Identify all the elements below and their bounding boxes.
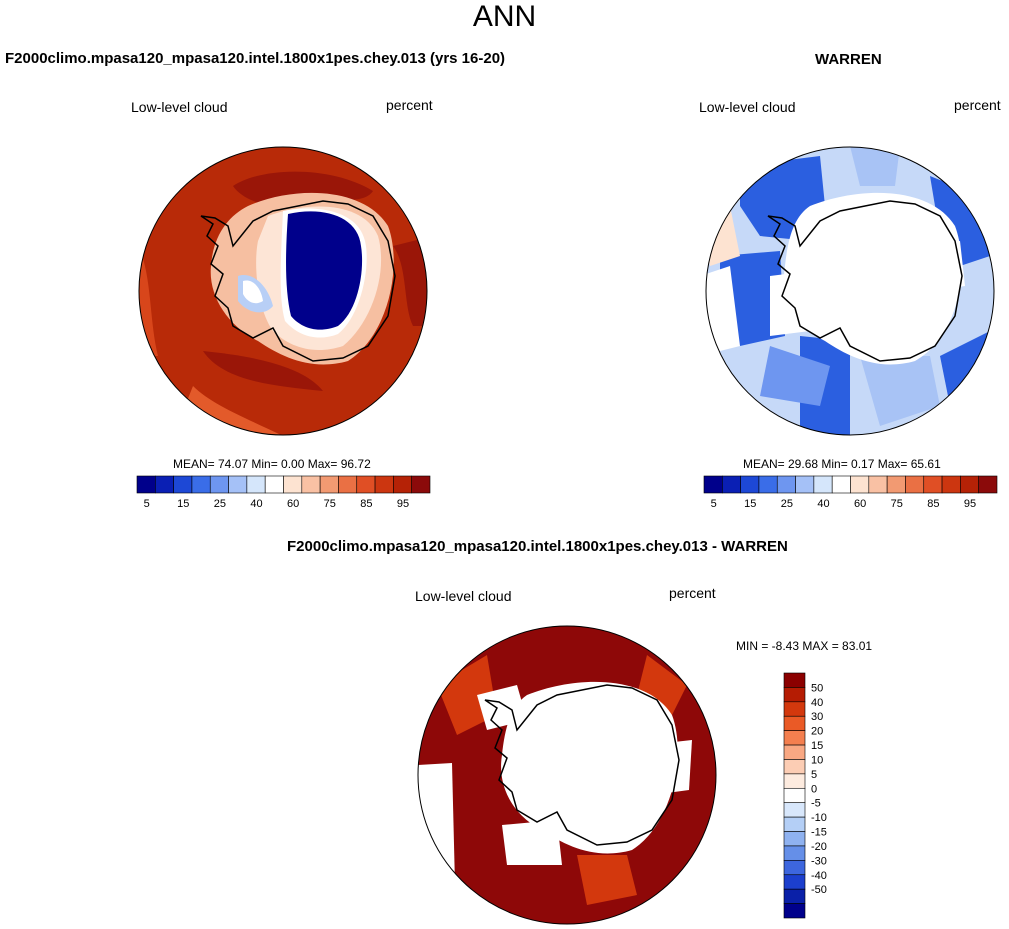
colorbar-difference-swatch [783,845,806,861]
colorbar-model-tick-label: 25 [214,498,226,510]
colorbar-model-swatch [393,475,412,494]
colorbar-model-tick-label: 75 [324,498,336,510]
colorbar-difference-tick-label: 30 [811,711,823,723]
colorbar-model-tick-label: 40 [250,498,262,510]
map-warren [705,146,995,436]
colorbar-difference-tick-label: -15 [811,827,827,839]
colorbar-warren-swatch [850,475,870,494]
colorbar-model: 5 15 25 40 60 75 85 95 [136,475,431,510]
colorbar-difference-tick-label: -20 [811,841,827,853]
colorbar-warren-swatch [886,475,906,494]
colorbar-model-swatch [173,475,193,494]
colorbar-warren-swatch [703,475,723,494]
colorbar-warren-swatch [941,475,961,494]
colorbar-warren: 5 15 25 40 60 75 85 95 [703,475,998,510]
colorbar-difference-tick-label: 10 [811,754,823,766]
colorbar-difference-swatch [783,730,806,746]
colorbar-model-swatch [136,475,156,494]
colorbar-difference-swatch [783,860,806,876]
colorbar-model-tick-label: 85 [360,498,372,510]
colorbar-difference-swatch [783,687,806,703]
colorbar-warren-swatch [868,475,888,494]
colorbar-difference-tick-label: -50 [811,884,827,896]
colorbar-warren-tick-label: 75 [891,498,903,510]
colorbar-difference-swatch [783,874,806,890]
colorbar-difference-swatch [783,744,806,760]
panel2-variable-label: Low-level cloud [699,99,796,115]
colorbar-difference-swatch [783,773,806,789]
panel2-units-label: percent [954,97,1001,113]
colorbar-warren-swatch [740,475,760,494]
colorbar-warren-swatch [795,475,815,494]
colorbar-warren-swatch [722,475,741,494]
colorbar-difference-swatch [783,715,806,731]
colorbar-difference-tick-label: -10 [811,812,827,824]
panel1-title: F2000climo.mpasa120_mpasa120.intel.1800x… [5,50,506,67]
colorbar-difference-tick-label: 50 [811,682,823,694]
panel3-units-label: percent [669,585,716,601]
colorbar-model-tick-label: 95 [397,498,409,510]
panel2-stats: MEAN= 29.68 Min= 0.17 Max= 65.61 [743,457,941,471]
panel1-stats: MEAN= 74.07 Min= 0.00 Max= 96.72 [173,457,371,471]
colorbar-warren-tick-label: 25 [781,498,793,510]
colorbar-model-swatch [301,475,321,494]
colorbar-difference-swatch [783,802,806,818]
colorbar-difference-tick-label: 20 [811,726,823,738]
colorbar-warren-swatch [813,475,833,494]
colorbar-difference-tick-label: -5 [811,798,821,810]
panel3-title: F2000climo.mpasa120_mpasa120.intel.1800x… [287,538,788,555]
colorbar-warren-tick-label: 95 [964,498,976,510]
colorbar-warren-swatch [960,475,979,494]
colorbar-difference-swatch [783,903,806,919]
colorbar-model-tick-label: 60 [287,498,299,510]
colorbar-model-swatch [411,475,431,494]
colorbar-difference-tick-label: 5 [811,769,817,781]
colorbar-warren-swatch [831,475,851,494]
colorbar-warren-swatch [776,475,796,494]
map-model [138,146,428,436]
colorbar-difference-tick-label: -40 [811,870,827,882]
colorbar-warren-tick-label: 15 [744,498,756,510]
main-title: ANN [472,0,537,33]
colorbar-difference-swatch [783,888,806,904]
colorbar-model-swatch [191,475,211,494]
colorbar-model-tick-label: 15 [177,498,189,510]
colorbar-difference-swatch [783,672,806,688]
colorbar-model-swatch [155,475,174,494]
colorbar-warren-swatch [923,475,943,494]
colorbar-model-swatch [283,475,303,494]
panel3-stats: MIN = -8.43 MAX = 83.01 [736,639,873,653]
colorbar-difference-tick-label: -30 [811,855,827,867]
colorbar-warren-tick-label: 85 [927,498,939,510]
colorbar-difference-tick-label: 15 [811,740,823,752]
colorbar-warren-tick-label: 60 [854,498,866,510]
colorbar-model-swatch [246,475,266,494]
colorbar-warren-tick-label: 40 [817,498,829,510]
colorbar-warren-swatch [905,475,925,494]
colorbar-difference-swatch [783,701,806,717]
colorbar-difference-swatch [783,816,806,832]
colorbar-difference-swatch [783,759,806,775]
colorbar-difference-tick-label: 40 [811,697,823,709]
colorbar-warren-swatch [758,475,778,494]
colorbar-model-swatch [264,475,284,494]
panel1-variable-label: Low-level cloud [131,99,228,115]
colorbar-difference-swatch [783,831,806,847]
colorbar-model-swatch [228,475,248,494]
map-difference [417,625,717,925]
colorbar-warren-tick-label: 5 [711,498,717,510]
colorbar-difference-tick-label: 0 [811,783,817,795]
panel2-title: WARREN [815,51,882,68]
colorbar-model-swatch [209,475,229,494]
panel3-variable-label: Low-level cloud [415,588,512,604]
colorbar-model-tick-label: 5 [144,498,150,510]
colorbar-model-swatch [356,475,376,494]
colorbar-model-swatch [338,475,358,494]
colorbar-difference-swatch [783,787,806,804]
panel1-units-label: percent [386,97,433,113]
colorbar-model-swatch [374,475,394,494]
colorbar-model-swatch [319,475,339,494]
colorbar-warren-swatch [978,475,998,494]
